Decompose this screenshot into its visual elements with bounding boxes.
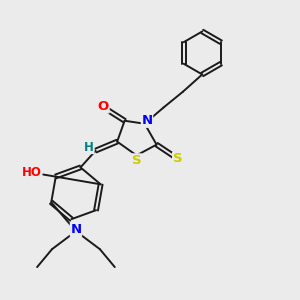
Text: O: O bbox=[98, 100, 109, 113]
Text: N: N bbox=[142, 114, 153, 127]
Text: S: S bbox=[132, 154, 141, 167]
Text: N: N bbox=[70, 223, 82, 236]
Text: S: S bbox=[173, 152, 182, 166]
Text: H: H bbox=[84, 140, 94, 154]
Text: HO: HO bbox=[22, 167, 42, 179]
